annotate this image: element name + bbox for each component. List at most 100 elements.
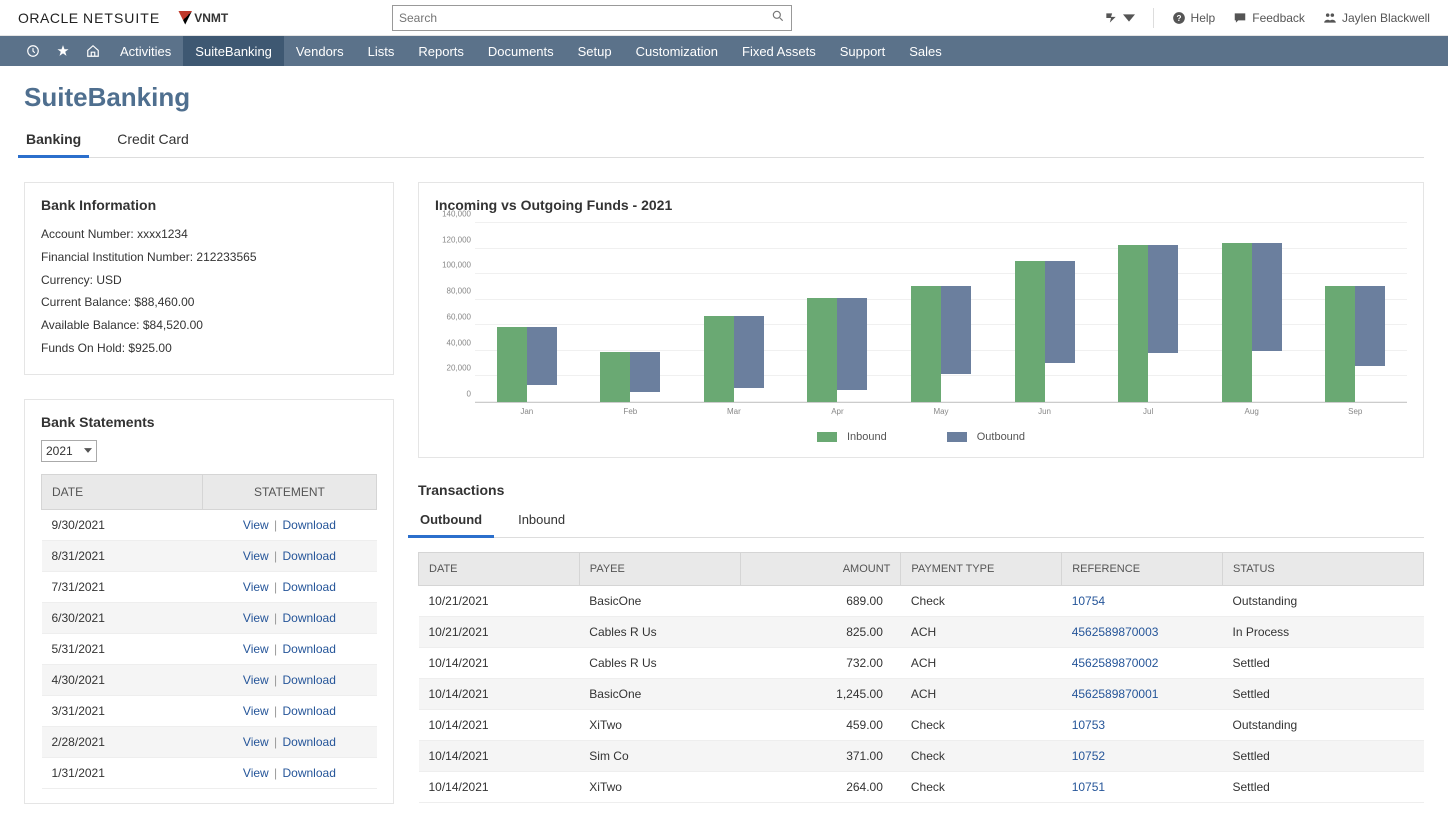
view-link[interactable]: View [243,642,269,656]
bank-info-row: Current Balance: $88,460.00 [41,291,377,314]
stmt-date: 3/31/2021 [42,695,203,726]
txn-date: 10/14/2021 [419,710,580,741]
txn-reference: 4562589870002 [1062,648,1223,679]
chevron-down-icon [84,448,92,453]
reference-link[interactable]: 10751 [1072,780,1105,794]
table-row: 3/31/2021View | Download [42,695,377,726]
bar-outbound [1252,243,1282,351]
download-link[interactable]: Download [283,735,336,749]
legend-label: Outbound [977,431,1025,443]
nav-item-support[interactable]: Support [828,36,898,66]
info-value: $925.00 [128,341,171,355]
nav-items: ActivitiesSuiteBankingVendorsListsReport… [108,36,954,66]
view-link[interactable]: View [243,611,269,625]
x-tick-label: Jul [1143,407,1153,416]
x-tick-label: Aug [1245,407,1259,416]
download-link[interactable]: Download [283,704,336,718]
table-row: 10/21/2021Cables R Us825.00ACH4562589870… [419,617,1424,648]
reference-link[interactable]: 10752 [1072,749,1105,763]
view-link[interactable]: View [243,518,269,532]
recent-icon[interactable] [18,36,48,66]
bar-outbound [630,352,660,392]
table-row: 10/14/2021XiTwo459.00Check10753Outstandi… [419,710,1424,741]
reference-link[interactable]: 10753 [1072,718,1105,732]
x-tick-label: Sep [1348,407,1362,416]
feedback-link[interactable]: Feedback [1233,11,1305,25]
reference-link[interactable]: 10754 [1072,594,1105,608]
reference-link[interactable]: 4562589870003 [1072,625,1159,639]
stmt-col-date: DATE [42,474,203,509]
view-link[interactable]: View [243,704,269,718]
nav-item-fixed-assets[interactable]: Fixed Assets [730,36,828,66]
vnmt-logo: VNMT [178,11,228,25]
tab-banking[interactable]: Banking [24,123,83,157]
search-box[interactable] [392,5,792,31]
txn-amount: 732.00 [740,648,901,679]
txn-amount: 825.00 [740,617,901,648]
language-switcher[interactable] [1104,11,1135,25]
oracle-netsuite-logo: ORACLE NETSUITE [18,10,160,26]
stmt-date: 8/31/2021 [42,540,203,571]
reference-link[interactable]: 4562589870002 [1072,656,1159,670]
logo-group: ORACLE NETSUITE VNMT [18,10,228,26]
nav-item-activities[interactable]: Activities [108,36,183,66]
nav-item-vendors[interactable]: Vendors [284,36,356,66]
year-select[interactable]: 2021 [41,440,97,462]
search-input[interactable] [399,11,771,25]
download-link[interactable]: Download [283,611,336,625]
tab-inbound[interactable]: Inbound [516,504,567,537]
stmt-date: 4/30/2021 [42,664,203,695]
txn-amount: 264.00 [740,772,901,803]
txn-payment-type: Check [901,586,1062,617]
table-row: 2/28/2021View | Download [42,726,377,757]
user-menu[interactable]: Jaylen Blackwell [1323,11,1430,25]
search-wrap [392,5,792,31]
nav-item-documents[interactable]: Documents [476,36,566,66]
table-row: 10/14/2021BasicOne1,245.00ACH45625898700… [419,679,1424,710]
view-link[interactable]: View [243,580,269,594]
nav-item-reports[interactable]: Reports [406,36,476,66]
info-label: Account Number: [41,227,134,241]
view-link[interactable]: View [243,735,269,749]
help-link[interactable]: ? Help [1172,11,1216,25]
bar-group [600,352,660,402]
bar-outbound [527,327,557,385]
tab-outbound[interactable]: Outbound [418,504,484,537]
nav-item-suitebanking[interactable]: SuiteBanking [183,36,284,66]
nav-item-lists[interactable]: Lists [356,36,407,66]
nav-item-sales[interactable]: Sales [897,36,954,66]
nav-item-setup[interactable]: Setup [566,36,624,66]
tab-credit-card[interactable]: Credit Card [115,123,191,157]
view-link[interactable]: View [243,549,269,563]
divider [1153,8,1154,28]
txn-status: Settled [1222,679,1423,710]
info-label: Financial Institution Number: [41,250,193,264]
txn-payment-type: ACH [901,679,1062,710]
legend-swatch [947,432,967,442]
download-link[interactable]: Download [283,766,336,780]
download-link[interactable]: Download [283,580,336,594]
home-icon[interactable] [78,36,108,66]
txn-status: Settled [1222,772,1423,803]
view-link[interactable]: View [243,766,269,780]
download-link[interactable]: Download [283,518,336,532]
star-icon[interactable] [48,36,78,66]
download-link[interactable]: Download [283,549,336,563]
legend-swatch [817,432,837,442]
txn-payee: BasicOne [579,586,740,617]
txn-payee: XiTwo [579,772,740,803]
search-icon[interactable] [771,9,785,26]
download-link[interactable]: Download [283,642,336,656]
bank-info-rows: Account Number: xxxx1234Financial Instit… [41,223,377,360]
bar-inbound [704,316,734,402]
download-link[interactable]: Download [283,673,336,687]
bank-info-row: Funds On Hold: $925.00 [41,337,377,360]
x-tick-label: May [933,407,948,416]
reference-link[interactable]: 4562589870001 [1072,687,1159,701]
oracle-word: ORACLE [18,10,79,26]
bar-group [1118,245,1178,402]
txn-payee: Sim Co [579,741,740,772]
view-link[interactable]: View [243,673,269,687]
nav-item-customization[interactable]: Customization [624,36,730,66]
txn-payment-type: Check [901,772,1062,803]
